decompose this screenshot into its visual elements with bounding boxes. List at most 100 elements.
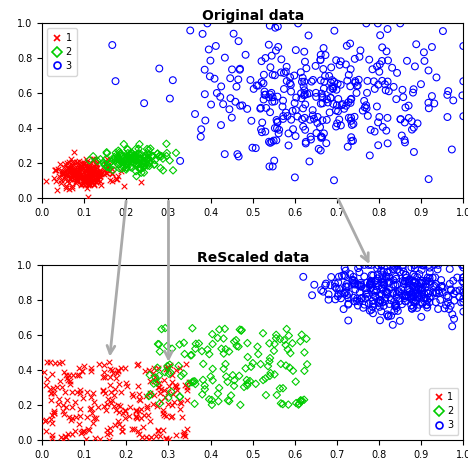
Point	[103, 150, 110, 157]
Point	[292, 46, 300, 54]
Point	[73, 159, 81, 166]
Point	[434, 305, 442, 313]
Point	[68, 182, 75, 190]
Point	[42, 381, 50, 388]
Point	[76, 157, 83, 165]
Point	[68, 415, 75, 422]
Point	[142, 152, 149, 159]
Point	[103, 426, 111, 434]
Point	[243, 382, 251, 389]
Point	[73, 175, 80, 183]
Point	[51, 359, 59, 367]
Point	[338, 102, 345, 109]
Point	[73, 164, 81, 171]
Point	[373, 265, 381, 272]
Point	[50, 384, 57, 391]
Point	[412, 283, 420, 291]
Point	[405, 293, 413, 301]
Point	[286, 80, 294, 87]
Point	[418, 261, 425, 269]
Point	[300, 367, 308, 374]
Point	[88, 365, 95, 372]
Point	[146, 160, 153, 167]
Point	[284, 112, 291, 120]
Point	[376, 316, 384, 324]
Point	[427, 292, 435, 300]
Point	[448, 322, 456, 330]
Point	[418, 285, 426, 292]
Point	[151, 161, 158, 168]
Point	[261, 88, 268, 95]
Point	[72, 169, 80, 176]
Point	[246, 377, 254, 385]
Point	[266, 340, 273, 347]
Point	[347, 114, 355, 122]
Point	[82, 162, 89, 169]
Point	[179, 431, 187, 439]
Point	[143, 404, 151, 411]
Point	[351, 281, 358, 288]
Point	[173, 386, 181, 394]
Point	[393, 69, 401, 77]
Point	[285, 332, 292, 339]
Point	[71, 427, 78, 435]
Point	[314, 119, 321, 127]
Point	[162, 435, 170, 442]
Point	[84, 181, 92, 189]
Point	[361, 103, 368, 111]
Point	[238, 326, 245, 334]
Point	[175, 362, 183, 370]
Point	[91, 172, 99, 179]
Point	[107, 388, 114, 396]
Point	[390, 277, 397, 284]
Point	[186, 27, 194, 34]
Point	[112, 374, 119, 381]
Point	[99, 387, 106, 394]
Point	[92, 170, 100, 177]
Point	[320, 44, 327, 52]
Point	[64, 431, 72, 438]
Point	[460, 274, 467, 281]
Point	[156, 152, 164, 160]
Point	[370, 300, 377, 307]
Point	[96, 172, 104, 179]
Point	[213, 89, 220, 97]
Point	[382, 127, 390, 134]
Point	[362, 286, 370, 294]
Point	[56, 377, 63, 384]
Point	[201, 386, 209, 393]
Point	[424, 289, 432, 297]
Point	[201, 382, 208, 389]
Point	[181, 381, 189, 389]
Point	[112, 176, 120, 183]
Point	[59, 170, 67, 177]
Point	[103, 163, 111, 170]
Point	[83, 174, 90, 181]
Point	[168, 345, 176, 352]
Point	[418, 291, 426, 298]
Point	[62, 171, 70, 178]
Point	[332, 296, 339, 303]
Point	[420, 290, 428, 297]
Point	[271, 157, 278, 164]
Point	[133, 161, 141, 168]
Point	[58, 168, 66, 175]
Point	[224, 396, 232, 404]
Point	[157, 432, 164, 440]
Point	[128, 425, 136, 432]
Point	[57, 433, 65, 440]
Point	[309, 106, 316, 114]
Point	[47, 416, 54, 423]
Point	[143, 392, 150, 400]
Point	[114, 153, 122, 160]
Point	[272, 47, 280, 54]
Point	[106, 164, 113, 171]
Point	[71, 158, 78, 166]
Point	[405, 102, 412, 110]
Point	[88, 174, 95, 182]
Point	[294, 20, 302, 27]
Point	[130, 425, 138, 432]
Point	[160, 412, 168, 419]
Point	[161, 368, 168, 376]
Point	[308, 292, 316, 299]
